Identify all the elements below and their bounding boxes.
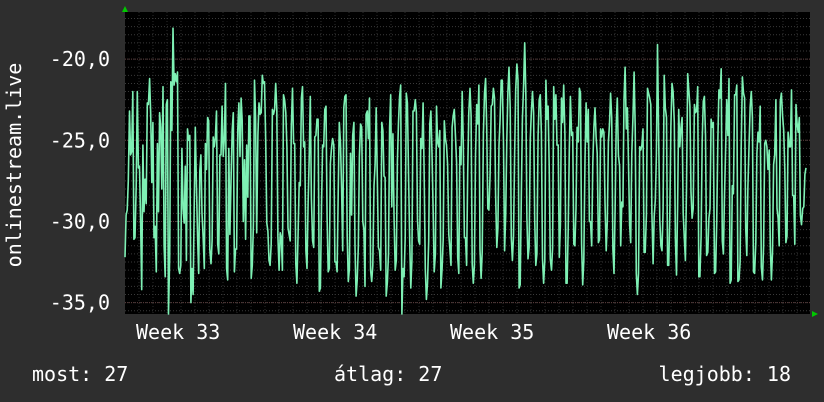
y-axis-arrow xyxy=(122,6,128,12)
stat-best: legjobb: 18 xyxy=(658,362,791,386)
y-axis: -20,0 -25,0 -30,0 -35,0 xyxy=(50,47,110,315)
stat-current: most: 27 xyxy=(32,362,129,386)
x-axis-arrow xyxy=(812,311,818,317)
stat-average: átlag: 27 xyxy=(334,362,443,386)
y-tick-label: -35,0 xyxy=(50,291,110,315)
x-tick-label: Week 33 xyxy=(136,320,220,344)
x-tick-label: Week 35 xyxy=(450,320,534,344)
x-tick-label: Week 36 xyxy=(607,320,691,344)
y-tick-label: -25,0 xyxy=(50,128,110,152)
y-tick-label: -30,0 xyxy=(50,209,110,233)
axis-arrows xyxy=(122,6,818,317)
x-tick-label: Week 34 xyxy=(293,320,377,344)
y-tick-label: -20,0 xyxy=(50,47,110,71)
x-axis: Week 33 Week 34 Week 35 Week 36 xyxy=(136,320,691,344)
y-axis-title: onlinestream.live xyxy=(2,62,26,268)
series-line xyxy=(124,27,807,315)
